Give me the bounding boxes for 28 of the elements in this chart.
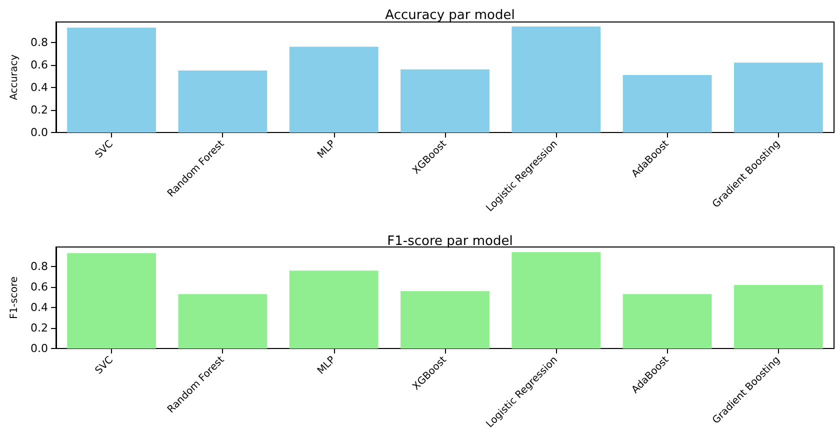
bar	[289, 270, 378, 349]
bar	[67, 28, 156, 133]
y-axis-title: Accuracy	[9, 54, 20, 100]
y-tick-label: 0.4	[30, 301, 48, 314]
y-tick-label: 0.6	[30, 280, 48, 294]
bar	[622, 75, 712, 133]
bar	[512, 26, 601, 133]
y-tick-label: 0.4	[30, 80, 48, 94]
bar	[289, 46, 378, 133]
bar	[400, 69, 490, 133]
bar	[178, 70, 268, 133]
bar	[734, 284, 823, 349]
bar	[734, 62, 823, 133]
y-tick-label: 0.8	[30, 36, 48, 49]
y-tick-label: 0.2	[30, 322, 48, 335]
bar	[67, 253, 156, 349]
y-tick-label: 0.2	[30, 103, 48, 116]
bar	[400, 291, 490, 349]
y-tick-label: 0.0	[30, 342, 48, 356]
y-tick-label: 0.0	[30, 126, 48, 140]
y-axis-title: F1-score	[9, 276, 20, 320]
bar	[512, 252, 601, 349]
y-tick-label: 0.8	[30, 260, 48, 273]
bar	[178, 294, 268, 349]
bar	[622, 294, 712, 349]
y-tick-label: 0.6	[30, 58, 48, 72]
chart-title: F1-score par model	[387, 234, 513, 249]
chart-title: Accuracy par model	[385, 8, 515, 23]
